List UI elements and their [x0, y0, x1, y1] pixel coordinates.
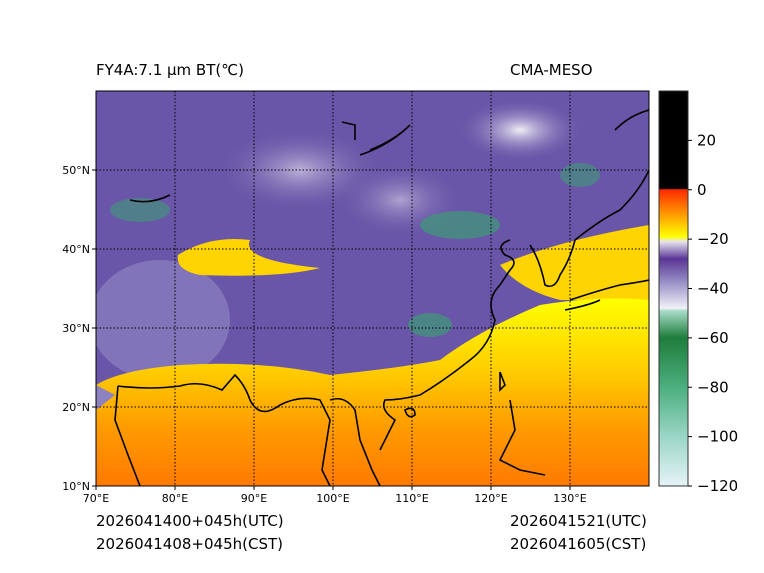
colorbar: [658, 90, 689, 487]
x-tick-label: 120°E: [474, 492, 507, 505]
plot-title: FY4A:7.1 µm BT(℃): [96, 61, 244, 79]
init-time-utc: 2026041400+045h(UTC): [96, 512, 284, 530]
y-tick-label: 50°N: [62, 164, 90, 177]
y-axis-ticks: 10°N 20°N 30°N 40°N 50°N: [62, 164, 96, 493]
valid-time-cst: 2026041605(CST): [510, 535, 647, 553]
x-axis-ticks: 70°E 80°E 90°E 100°E 110°E 120°E 130°E: [83, 486, 587, 505]
y-tick-label: 30°N: [62, 322, 90, 335]
graticule: [96, 91, 649, 486]
x-tick-label: 130°E: [553, 492, 586, 505]
colorbar-tick-label: 20: [697, 131, 716, 149]
colorbar-tick-label: −120: [697, 477, 738, 495]
x-tick-label: 100°E: [316, 492, 349, 505]
init-time-cst: 2026041408+045h(CST): [96, 535, 284, 553]
plot-frame: [95, 90, 650, 487]
x-tick-label: 90°E: [241, 492, 267, 505]
satellite-image: [96, 91, 649, 486]
x-tick-label: 110°E: [395, 492, 428, 505]
coastlines: [114, 109, 649, 486]
y-tick-label: 10°N: [62, 480, 90, 493]
x-tick-label: 70°E: [83, 492, 109, 505]
colorbar-tick-label: −20: [697, 230, 729, 248]
colorbar-tick-label: −60: [697, 329, 729, 347]
y-tick-label: 20°N: [62, 401, 90, 414]
colorbar-tick-label: −80: [697, 378, 729, 396]
colorbar-tick-label: −100: [697, 428, 738, 446]
valid-time-utc: 2026041521(UTC): [510, 512, 647, 530]
colorbar-tick-label: −40: [697, 280, 729, 298]
y-tick-label: 40°N: [62, 243, 90, 256]
colorbar-tick-label: 0: [697, 181, 707, 199]
x-tick-label: 80°E: [162, 492, 188, 505]
colorbar-ticks: 20 0 −20 −40 −60 −80 −100 −120: [688, 131, 738, 495]
model-name: CMA-MESO: [510, 61, 593, 79]
